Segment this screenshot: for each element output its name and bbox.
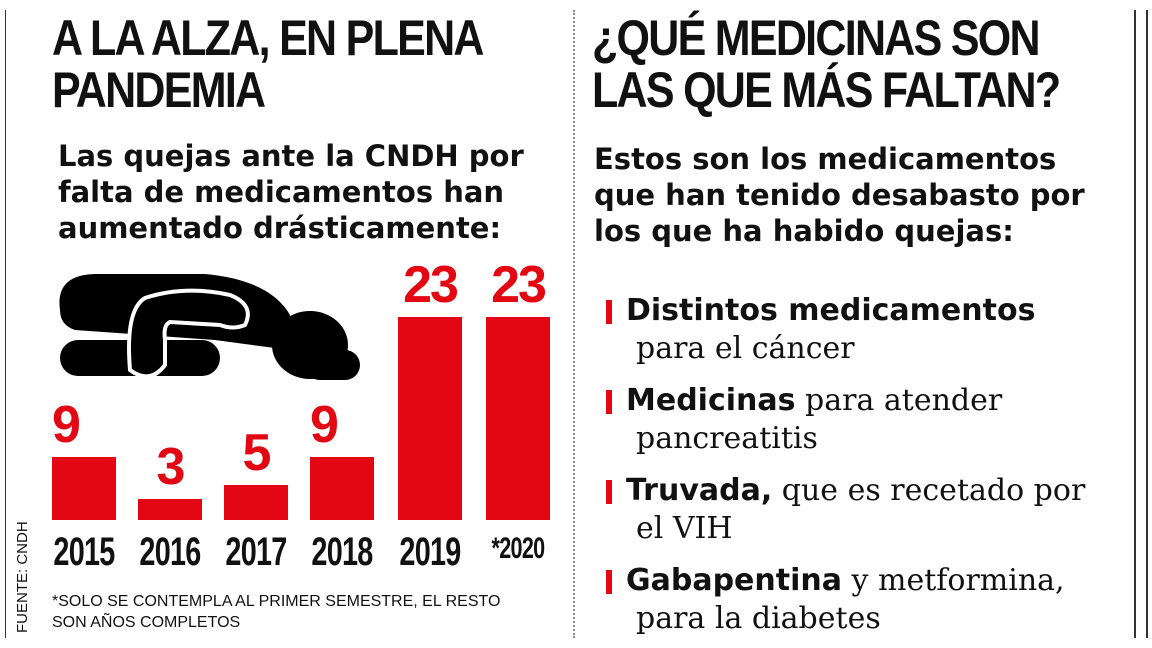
medicine-list-item: Truvada, que es recetado por el VIH <box>606 472 1085 548</box>
item-line-2: para el cáncer <box>636 331 855 366</box>
right-border <box>1134 10 1136 638</box>
bar-value-label: 23 <box>403 256 459 314</box>
subtitle-line: que han tenido desabasto por <box>594 178 1085 212</box>
left-title: A LA ALZA, EN PLENA PANDEMIA <box>52 10 484 118</box>
bar-value-label: 9 <box>310 396 339 454</box>
column-divider <box>573 10 575 638</box>
bullet-marker <box>606 480 612 504</box>
item-line-2: para la diabetes <box>636 601 881 636</box>
item-rest: que es recetado por <box>772 473 1086 508</box>
bar-2017 <box>224 485 288 520</box>
bullet-marker <box>606 570 612 594</box>
title-line: LAS QUE MÁS FALTAN? <box>592 62 1061 118</box>
subtitle-line: los que ha habido quejas: <box>594 214 1014 248</box>
title-line: A LA ALZA, EN PLENA <box>52 10 484 66</box>
item-line-1: Distintos medicamentos <box>606 292 1035 330</box>
person-kneeling-icon <box>59 274 360 380</box>
bar-2019 <box>398 317 462 520</box>
subtitle-line: Las quejas ante la CNDH por <box>58 139 524 173</box>
bar-value-label: 3 <box>156 438 186 496</box>
bullet-marker <box>606 300 612 324</box>
footnote-line: SON AÑOS COMPLETOS <box>52 614 241 631</box>
footnote: *SOLO SE CONTEMPLA AL PRIMER SEMESTRE, E… <box>52 591 500 633</box>
bar-value-label: 5 <box>242 424 272 482</box>
bullet-marker <box>606 390 612 414</box>
source-label: FUENTE: CNDH <box>14 521 31 633</box>
year-label: *2020 <box>491 532 546 565</box>
medicine-list-item: Distintos medicamentos para el cáncer <box>606 292 1035 368</box>
year-label: 2019 <box>399 530 461 574</box>
item-bold: Truvada, <box>626 473 773 508</box>
item-line-2: el VIH <box>636 511 733 546</box>
subtitle-line: aumentado drásticamente: <box>58 211 502 245</box>
left-subtitle: Las quejas ante la CNDH por falta de med… <box>58 138 524 246</box>
bar-2018 <box>310 457 374 520</box>
bar-*2020 <box>486 317 550 520</box>
item-line-1: Gabapentina y metformina, <box>606 562 1065 600</box>
year-label: 2016 <box>139 530 201 574</box>
item-line-2: pancreatitis <box>636 421 818 456</box>
medicine-list-item: Medicinas para atender pancreatitis <box>606 382 1002 458</box>
bar-2015 <box>52 457 116 520</box>
medicine-list-item: Gabapentina y metformina, para la diabete… <box>606 562 1065 638</box>
item-line-1: Medicinas para atender <box>606 382 1002 420</box>
year-label: 2018 <box>311 530 373 574</box>
right-subtitle: Estos son los medicamentos que han tenid… <box>594 141 1085 249</box>
item-rest: y metformina, <box>842 563 1065 598</box>
item-bold: Distintos medicamentos <box>626 293 1036 328</box>
item-line-1: Truvada, que es recetado por <box>606 472 1085 510</box>
bar-value-label: 9 <box>52 396 81 454</box>
item-rest: para atender <box>795 383 1003 418</box>
item-bold: Medicinas <box>626 383 796 418</box>
footnote-line: *SOLO SE CONTEMPLA AL PRIMER SEMESTRE, E… <box>52 593 501 610</box>
subtitle-line: falta de medicamentos han <box>58 175 505 209</box>
right-border-2 <box>1146 10 1148 638</box>
bar-value-label: 23 <box>491 256 547 314</box>
year-label: 2017 <box>225 530 287 574</box>
title-line: ¿QUÉ MEDICINAS SON <box>592 10 1041 66</box>
right-title: ¿QUÉ MEDICINAS SON LAS QUE MÁS FALTAN? <box>592 10 1061 118</box>
subtitle-line: Estos son los medicamentos <box>594 142 1057 176</box>
bar-2016 <box>138 499 202 520</box>
year-label: 2015 <box>53 530 115 574</box>
title-line: PANDEMIA <box>52 62 266 118</box>
left-border <box>5 10 6 638</box>
item-bold: Gabapentina <box>626 563 842 598</box>
